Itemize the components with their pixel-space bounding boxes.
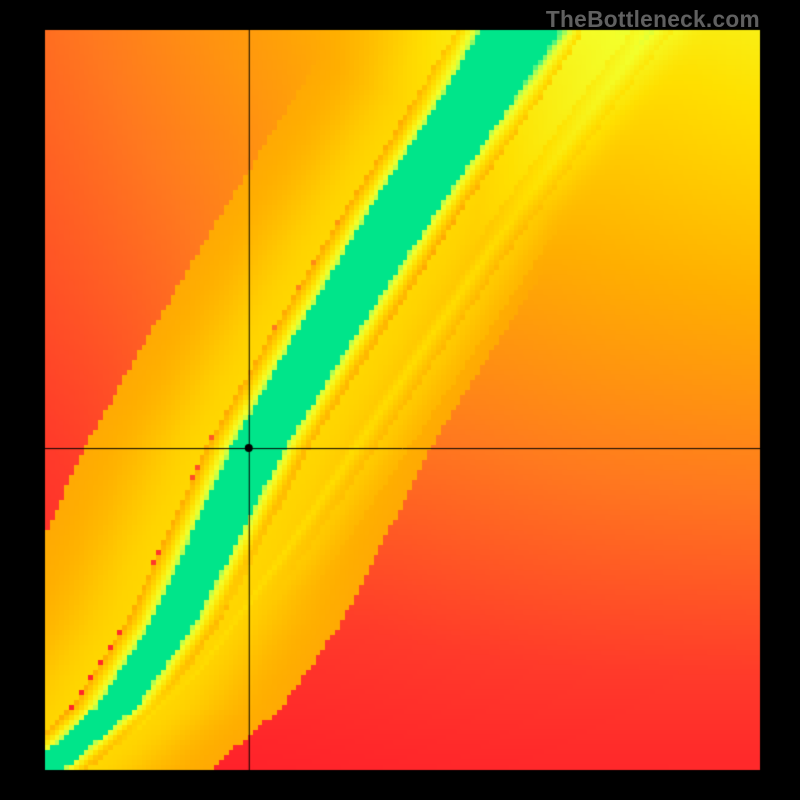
chart-stage: { "meta": { "watermark_text": "TheBottle… — [0, 0, 800, 800]
heatmap-canvas — [0, 0, 800, 800]
watermark-text: TheBottleneck.com — [546, 6, 760, 33]
